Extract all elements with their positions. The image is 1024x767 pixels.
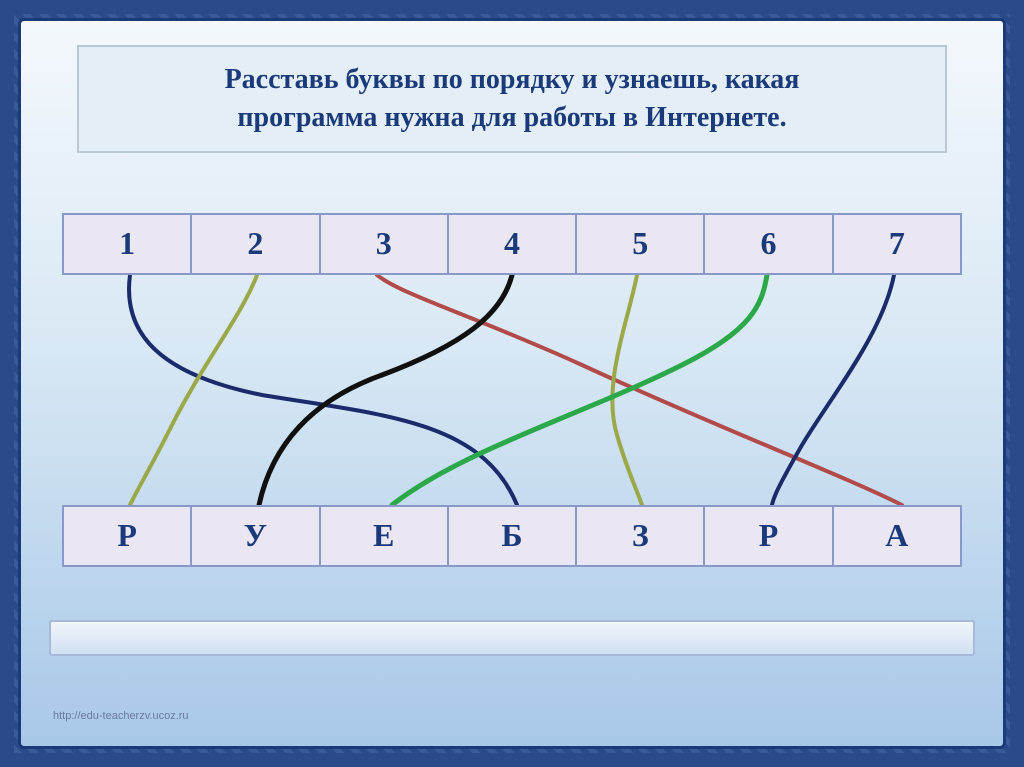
connection-lines-svg bbox=[62, 275, 962, 505]
slide-frame: Расставь буквы по порядку и узнаешь, как… bbox=[18, 18, 1006, 749]
title-line-1: Расставь буквы по порядку и узнаешь, как… bbox=[225, 64, 800, 95]
number-cell: 5 bbox=[577, 215, 705, 273]
outer-pattern-border: Расставь буквы по порядку и узнаешь, как… bbox=[0, 0, 1024, 767]
number-cell: 2 bbox=[192, 215, 320, 273]
title-box: Расставь буквы по порядку и узнаешь, как… bbox=[77, 45, 947, 153]
number-cell: 4 bbox=[449, 215, 577, 273]
title-text: Расставь буквы по порядку и узнаешь, как… bbox=[103, 61, 921, 137]
letter-cell: Р bbox=[705, 507, 833, 565]
number-cell: 3 bbox=[321, 215, 449, 273]
letter-cell: У bbox=[192, 507, 320, 565]
letter-cell: Е bbox=[321, 507, 449, 565]
number-cell: 1 bbox=[64, 215, 192, 273]
letter-cell: Р bbox=[64, 507, 192, 565]
footer-bar bbox=[49, 620, 975, 656]
puzzle-area: 1 2 3 4 5 6 7 Р У Е Б З Р А bbox=[62, 213, 962, 567]
number-row: 1 2 3 4 5 6 7 bbox=[62, 213, 962, 275]
connection-zone bbox=[62, 275, 962, 505]
number-cell: 6 bbox=[705, 215, 833, 273]
letter-cell: Б bbox=[449, 507, 577, 565]
credit-text: http://edu-teacherzv.ucoz.ru bbox=[53, 710, 189, 722]
letter-row: Р У Е Б З Р А bbox=[62, 505, 962, 567]
connection-line bbox=[377, 275, 902, 505]
connection-line bbox=[772, 275, 894, 505]
number-cell: 7 bbox=[834, 215, 960, 273]
letter-cell: А bbox=[834, 507, 960, 565]
title-line-2: программа нужна для работы в Интернете. bbox=[237, 102, 786, 133]
connection-line bbox=[259, 275, 512, 505]
letter-cell: З bbox=[577, 507, 705, 565]
connection-line bbox=[129, 275, 517, 505]
